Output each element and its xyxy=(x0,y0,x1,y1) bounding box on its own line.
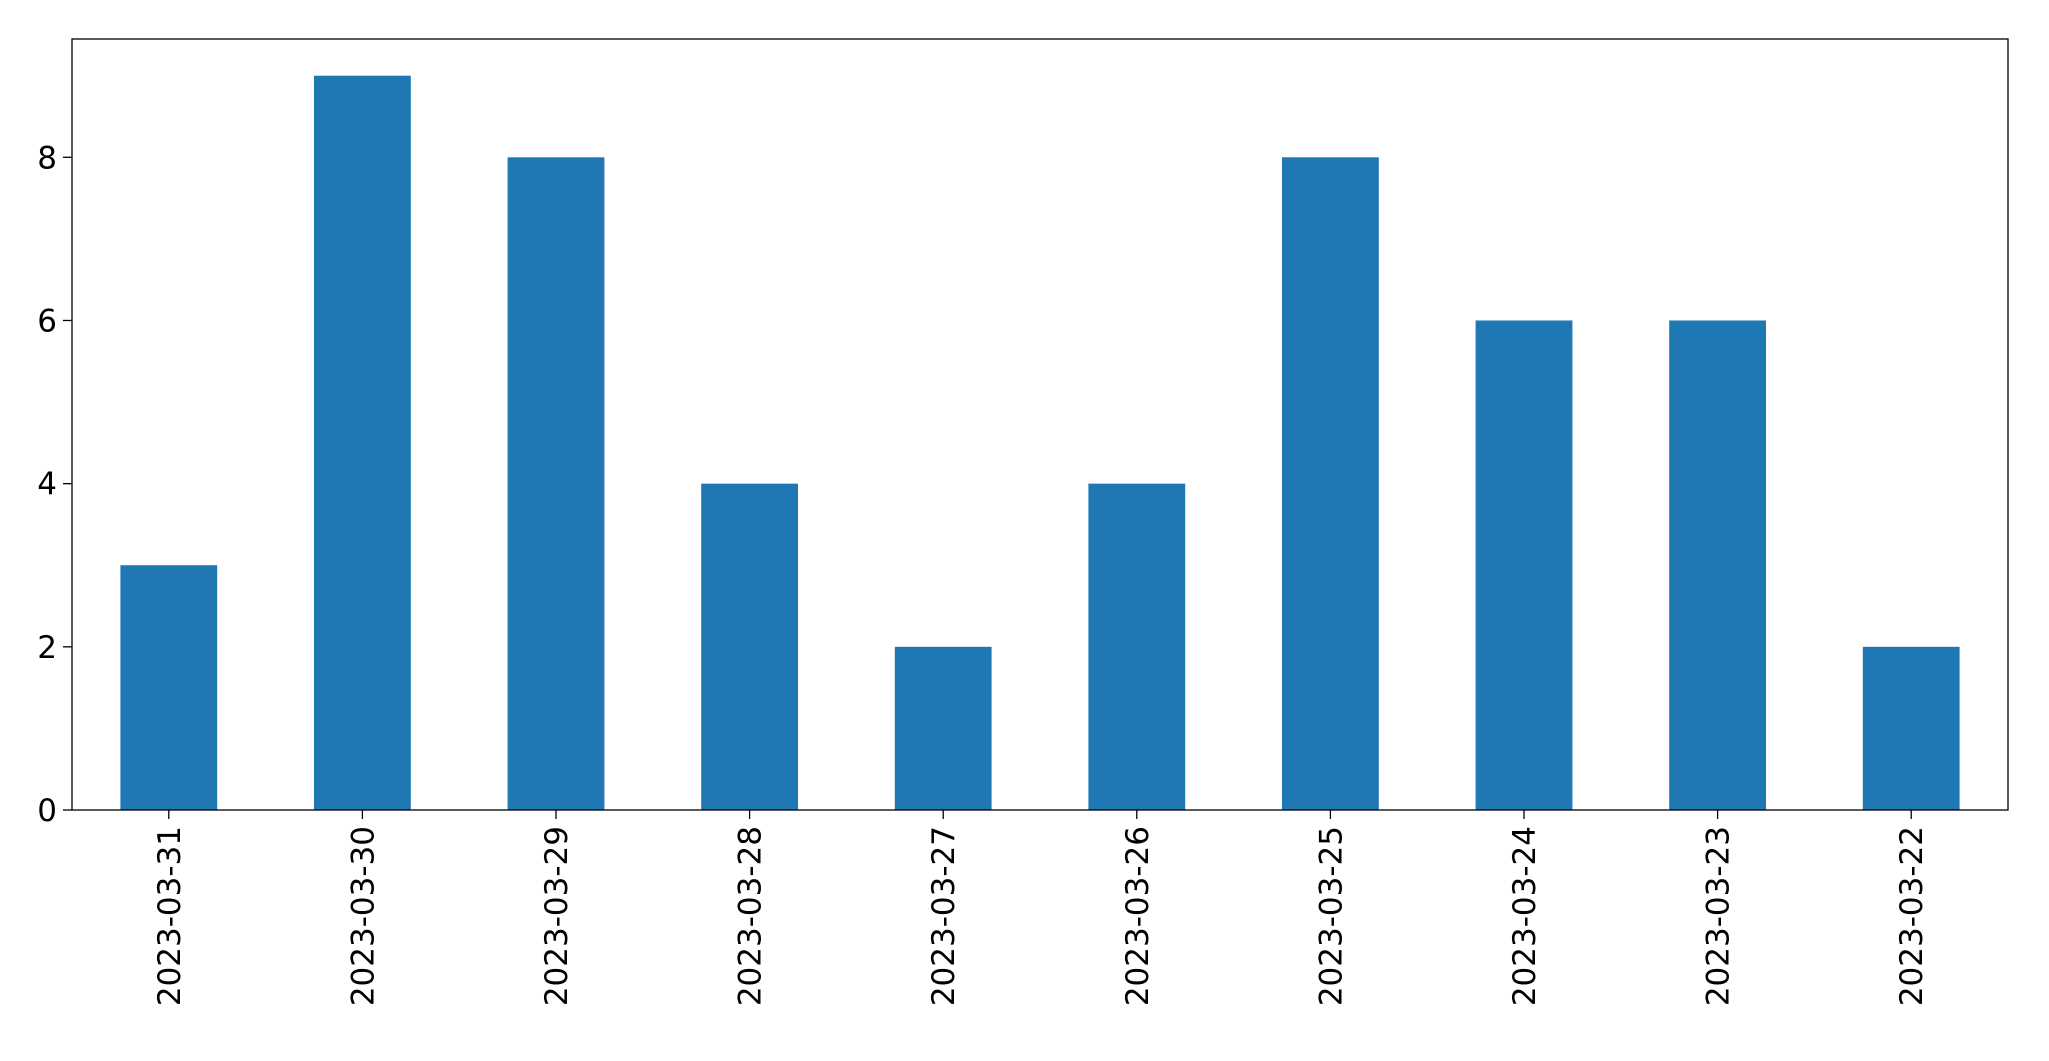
x-tick-label: 2023-03-25 xyxy=(1313,826,1349,1006)
y-tick-label: 6 xyxy=(37,303,57,339)
x-tick-label: 2023-03-28 xyxy=(733,826,769,1006)
bar xyxy=(120,565,218,810)
x-tick-label: 2023-03-30 xyxy=(345,826,381,1006)
x-tick-label: 2023-03-26 xyxy=(1120,826,1156,1006)
bar xyxy=(1282,157,1379,811)
x-tick-label: 2023-03-24 xyxy=(1507,826,1543,1006)
x-tick-label: 2023-03-27 xyxy=(926,826,962,1006)
y-tick-label: 8 xyxy=(37,140,57,176)
bar xyxy=(1862,646,1960,810)
y-tick-label: 0 xyxy=(37,793,57,829)
x-tick-label: 2023-03-29 xyxy=(539,826,575,1006)
bar xyxy=(701,483,798,810)
x-tick-label: 2023-03-22 xyxy=(1894,826,1930,1006)
bar xyxy=(314,75,411,810)
bar xyxy=(1088,483,1186,810)
bar xyxy=(894,646,992,810)
bar xyxy=(1669,320,1766,810)
plot-frame xyxy=(71,38,2009,811)
bar xyxy=(1475,320,1573,810)
x-tick-label: 2023-03-23 xyxy=(1701,826,1737,1006)
y-tick-label: 4 xyxy=(37,467,57,503)
y-tick-label: 2 xyxy=(37,630,57,666)
bar xyxy=(507,157,605,811)
x-tick-label: 2023-03-31 xyxy=(152,826,188,1006)
